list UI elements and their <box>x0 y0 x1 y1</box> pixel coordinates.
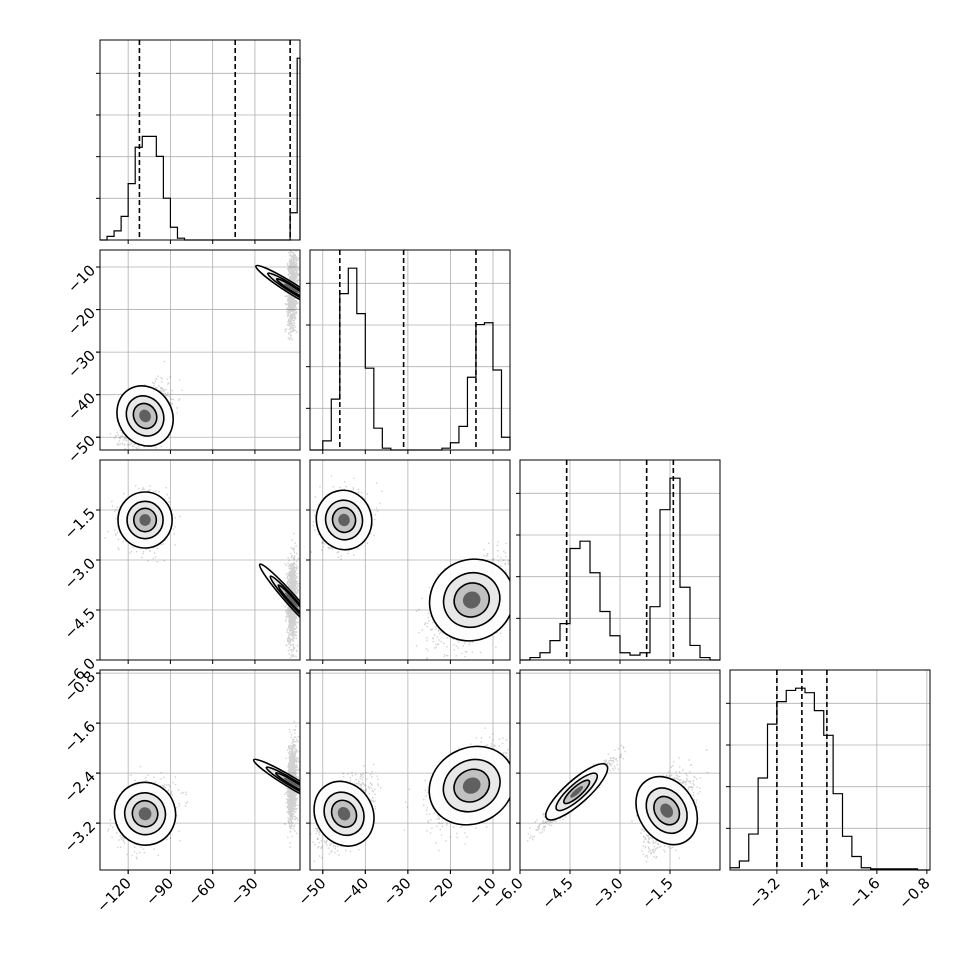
x-tick-label: −2.4 <box>795 874 833 912</box>
y-tick-label: −1.5 <box>61 504 99 542</box>
x-tick-label: −90 <box>142 874 177 909</box>
density-contour <box>139 409 151 423</box>
density-contour <box>139 514 151 526</box>
y-tick-label: −50 <box>64 432 99 467</box>
x-tick-label: −4.5 <box>538 874 576 912</box>
density-contour <box>337 807 351 821</box>
histogram-panel-2 <box>516 459 721 661</box>
x-tick-label: −1.6 <box>845 874 883 912</box>
x-tick-label: −120 <box>93 874 135 916</box>
density-contour <box>284 592 299 608</box>
scatter-panel-1-2 <box>309 459 511 661</box>
x-tick-label: −0.8 <box>895 874 933 912</box>
panel-frame <box>99 249 301 451</box>
panel-frame <box>309 669 511 871</box>
panel-frame <box>309 249 511 451</box>
scatter-panel-2-3 <box>519 669 721 871</box>
histogram-panel-3 <box>726 669 931 871</box>
y-tick-label: −30 <box>64 346 99 381</box>
y-tick-label: −10 <box>64 261 99 296</box>
density-contour <box>338 513 350 527</box>
histogram-panel-1 <box>306 249 511 451</box>
x-tick-label: −40 <box>337 874 372 909</box>
y-tick-label: −20 <box>64 304 99 339</box>
y-tick-label: −3.2 <box>61 817 99 855</box>
scatter-panel-0-1 <box>99 249 301 451</box>
x-tick-label: −1.5 <box>638 874 676 912</box>
x-tick-label: −3.0 <box>588 874 626 912</box>
x-tick-label: −50 <box>294 874 329 909</box>
scatter-panel-0-3 <box>99 669 301 871</box>
panel-frame <box>729 669 931 871</box>
density-contour <box>283 777 300 788</box>
y-tick-label: −1.6 <box>61 717 99 755</box>
scatter-panel-1-3 <box>309 669 511 871</box>
density-contour <box>284 283 300 294</box>
x-tick-label: −20 <box>422 874 457 909</box>
x-tick-label: −60 <box>184 874 219 909</box>
y-tick-label: −3.0 <box>61 554 99 592</box>
x-tick-label: −30 <box>227 874 262 909</box>
y-tick-label: −2.4 <box>61 767 99 805</box>
density-contour <box>660 803 674 818</box>
panel-frame <box>99 39 301 241</box>
x-tick-label: −30 <box>380 874 415 909</box>
density-contour <box>570 786 584 798</box>
panel-frame <box>99 669 301 871</box>
x-tick-label: −3.2 <box>745 874 783 912</box>
density-contour <box>138 807 152 821</box>
histogram-step <box>520 477 720 661</box>
scatter-panel-0-2 <box>99 459 301 661</box>
histogram-panel-0 <box>96 39 301 241</box>
density-contour <box>462 777 481 794</box>
y-tick-label: −4.5 <box>61 604 99 642</box>
density-contour <box>462 591 481 609</box>
histogram-step <box>730 687 930 871</box>
x-tick-label: −6.0 <box>488 874 526 912</box>
y-tick-label: −40 <box>64 389 99 424</box>
